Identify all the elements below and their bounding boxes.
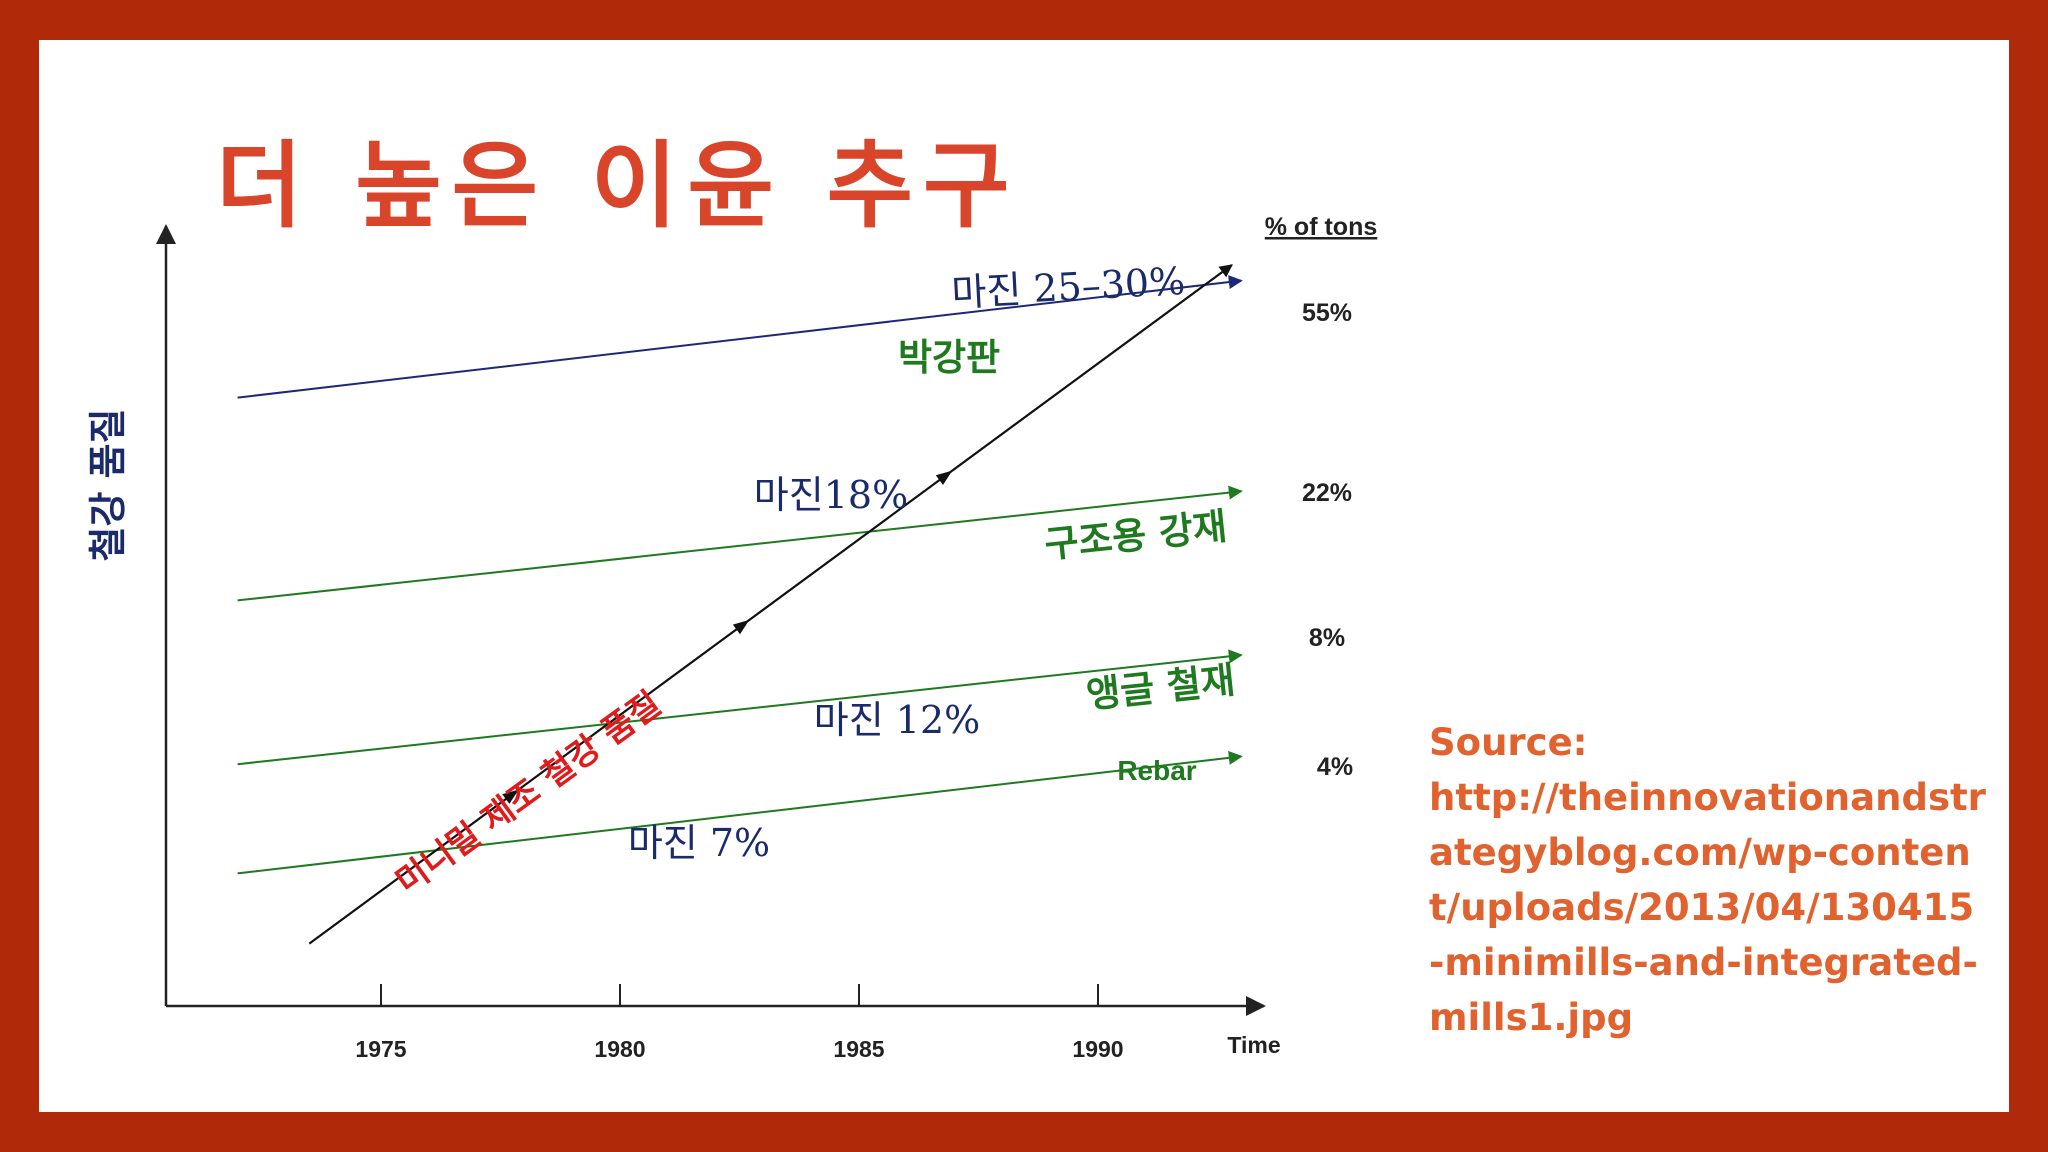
- minimill-label: 미니밀 제조 철강 품질: [389, 684, 669, 903]
- series-name-structural: 구조용 강재: [1042, 504, 1229, 567]
- margin-annotation-angle: 마진 12%: [814, 698, 980, 742]
- margin-annotation-sheet: 마진 25–30%: [950, 259, 1186, 315]
- x-tick-label-1980: 1980: [594, 1036, 645, 1062]
- series-line-angle: [237, 649, 1243, 766]
- series-name-angle: 앵글 철재: [1084, 657, 1237, 716]
- quality-chart: 1975 1980 1985 1990 철강 품질 Time % of tons 박강…: [85, 213, 1378, 1062]
- slide-title: 더 높은 이윤 추구: [216, 132, 1020, 241]
- x-tick-label-1985: 1985: [833, 1036, 884, 1062]
- y-axis-label: 철강 품질: [85, 408, 130, 561]
- x-tick-label-1990: 1990: [1072, 1036, 1123, 1062]
- series-line-structural: [237, 485, 1243, 602]
- series-name-rebar: Rebar: [1117, 755, 1196, 786]
- series-line-sheet: [237, 275, 1243, 399]
- percent-header: % of tons: [1265, 213, 1378, 241]
- share-rebar: 4%: [1317, 753, 1353, 781]
- share-structural: 22%: [1302, 479, 1352, 507]
- minimill-arrow-mark-1: [502, 789, 519, 804]
- share-sheet: 55%: [1302, 299, 1352, 327]
- source-citation: Source: http://theinnovationandstrategyb…: [1429, 715, 1989, 1045]
- margin-annotation-structural: 마진18%: [754, 473, 908, 517]
- minimill-arrow-mark-3: [935, 470, 953, 485]
- slide: 더 높은 이윤 추구 1975 1980 1985 1990 철강 품질 Time %…: [39, 40, 2009, 1112]
- series-line-rebar: [237, 750, 1243, 875]
- x-axis-label: Time: [1227, 1032, 1280, 1058]
- minimill-quality-line: [308, 264, 1233, 945]
- source-label: Source:: [1429, 721, 1588, 764]
- x-tick-group: 1975 1980 1985 1990: [355, 984, 1124, 1062]
- minimill-arrow-marks: [502, 470, 953, 804]
- minimill-arrow-mark-2: [732, 619, 750, 635]
- source-url[interactable]: http://theinnovationandstrategyblog.com/…: [1429, 776, 1986, 1039]
- x-tick-label-1975: 1975: [355, 1036, 406, 1062]
- series-name-sheet: 박강판: [898, 335, 1000, 379]
- margin-annotation-rebar: 마진 7%: [628, 821, 770, 865]
- share-angle: 8%: [1309, 624, 1345, 652]
